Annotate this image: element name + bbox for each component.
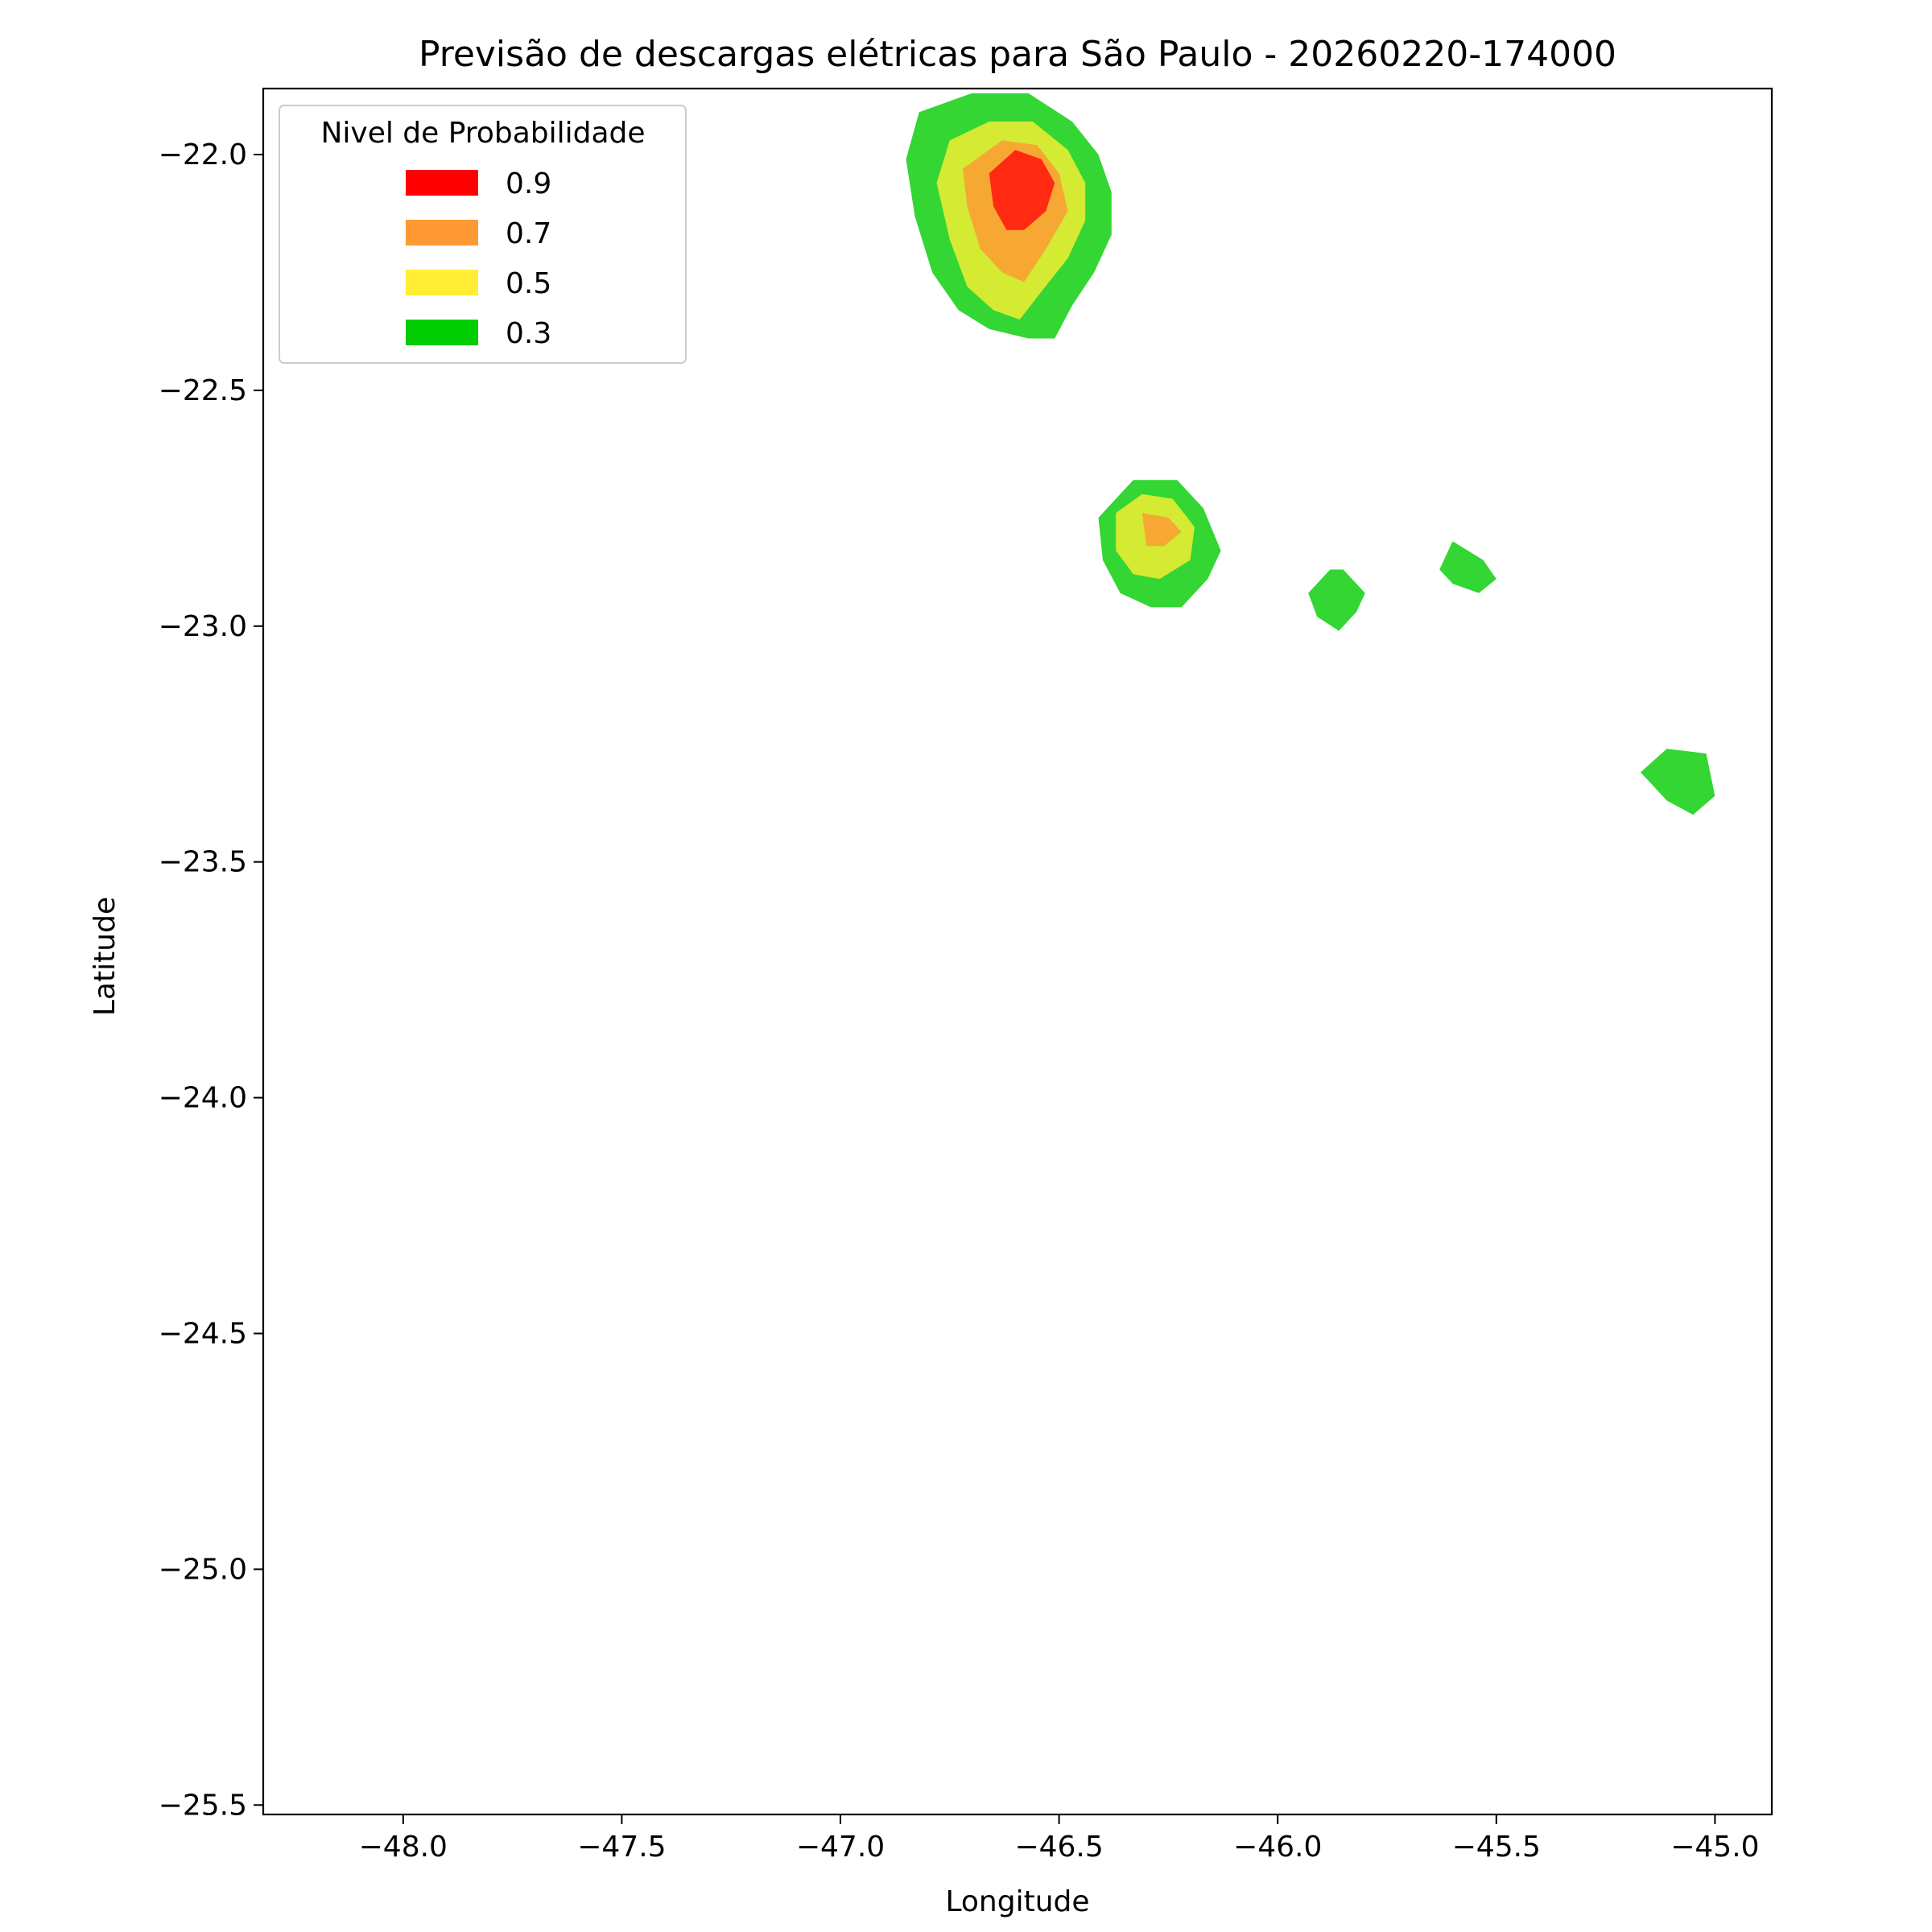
- contour-level-03-region-4: [1439, 541, 1496, 593]
- legend-entries: 0.9 0.7 0.5 0.3: [406, 167, 551, 350]
- plot-frame: [262, 87, 1773, 1816]
- y-tick-label: −22.0: [159, 138, 247, 171]
- legend-label: 0.3: [506, 317, 551, 350]
- x-tick-label: −45.5: [1452, 1831, 1541, 1864]
- y-tick-label: −22.5: [159, 374, 247, 407]
- y-tick-label: −25.0: [159, 1553, 247, 1586]
- y-tick-label: −25.5: [159, 1789, 247, 1822]
- x-tick-label: −46.5: [1014, 1831, 1103, 1864]
- y-tick-label: −23.0: [159, 610, 247, 643]
- legend-swatch: [406, 270, 478, 295]
- y-axis-label: Latitude: [89, 897, 122, 1016]
- x-tick-label: −47.0: [796, 1831, 885, 1864]
- y-tick-label: −24.0: [159, 1082, 247, 1115]
- legend-swatch: [406, 170, 478, 196]
- x-tick-label: −47.5: [577, 1831, 666, 1864]
- legend-frame: [279, 105, 687, 364]
- legend-label: 0.7: [506, 217, 551, 250]
- contour-level-03-region-5: [1641, 749, 1715, 815]
- x-tick-label: −48.0: [359, 1831, 448, 1864]
- chart-title: Previsão de descargas elétricas para São…: [419, 34, 1616, 75]
- contour-layer: [906, 93, 1715, 815]
- contour-level-07-region-2: [1141, 513, 1182, 547]
- legend-swatch: [406, 320, 478, 345]
- y-axis: −22.0 −22.5 −23.0 −23.5 −24.0 −24.5 −25.0 −25.5: [159, 138, 263, 1822]
- x-tick-label: −46.0: [1233, 1831, 1322, 1864]
- y-tick-label: −23.5: [159, 846, 247, 879]
- legend: Nivel de Probabilidade 0.9 0.7 0.5 0.3: [279, 105, 687, 364]
- legend-title: Nivel de Probabilidade: [320, 117, 645, 150]
- legend-label: 0.9: [506, 167, 551, 200]
- contour-level-03-region-3: [1308, 569, 1365, 631]
- x-axis-label: Longitude: [945, 1885, 1089, 1918]
- legend-label: 0.5: [506, 267, 551, 300]
- x-axis: −48.0 −47.5 −47.0 −46.5 −46.0 −45.5 −45.0: [359, 1814, 1760, 1864]
- x-tick-label: −45.0: [1670, 1831, 1759, 1864]
- legend-swatch: [406, 220, 478, 246]
- y-tick-label: −24.5: [159, 1317, 247, 1350]
- contour-level-09-region-1: [989, 150, 1055, 230]
